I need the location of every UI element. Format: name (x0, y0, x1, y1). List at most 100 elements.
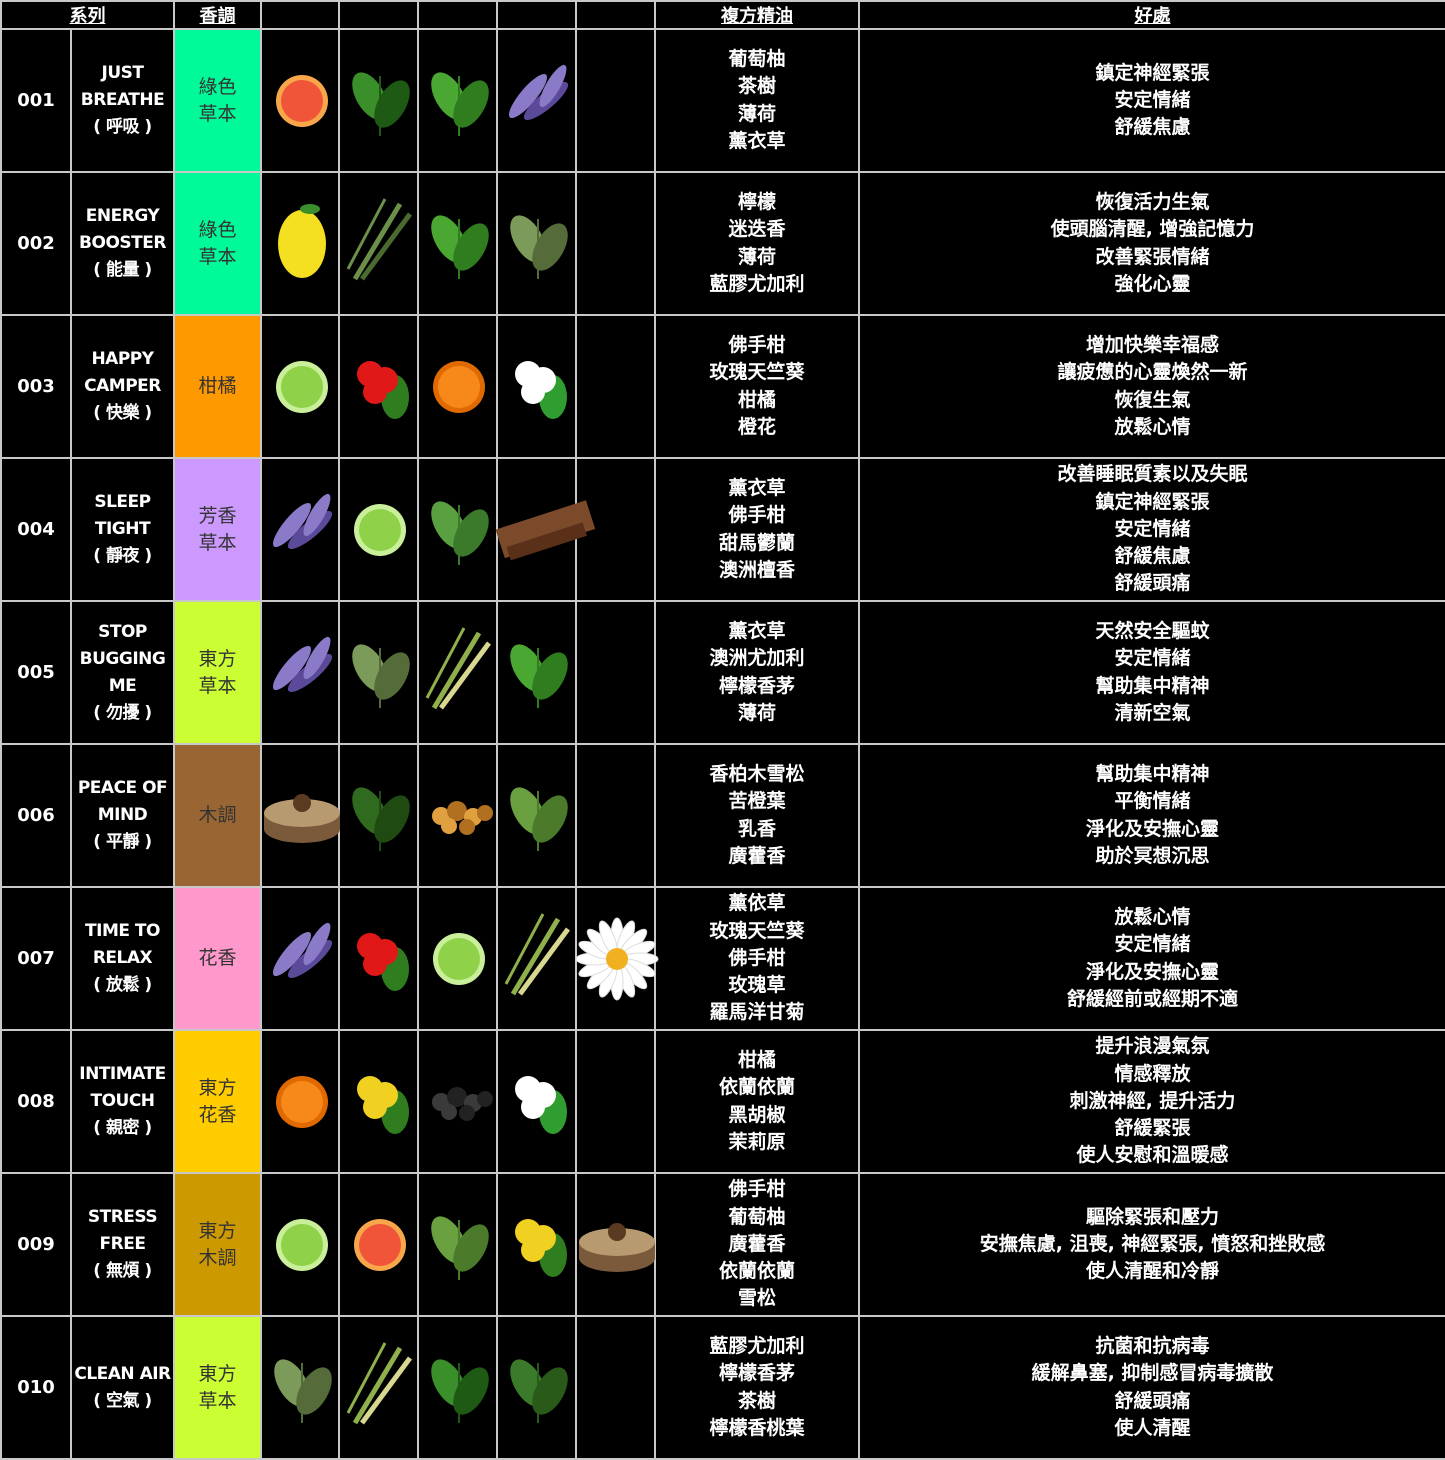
name-line: ( 勿擾 ) (93, 702, 152, 723)
benefits: 抗菌和抗病毒 緩解鼻塞, 抑制感冒病毒擴散 舒緩頭痛 使人清醒 (858, 1315, 1445, 1460)
benefits-line: 改善緊張情緒 (1095, 245, 1210, 268)
benefits-line: 舒緩焦慮 (1114, 116, 1191, 139)
benefits-line: 驅除緊張和壓力 (1085, 1205, 1219, 1228)
benefits-line: 鎮定神經緊張 (1095, 490, 1210, 513)
oils-line: 黑胡椒 (728, 1103, 786, 1126)
name-line: ( 能量 ) (93, 260, 152, 280)
benefits: 增加快樂幸福感 讓疲憊的心靈煥然一新 恢復生氣 放鬆心情 (858, 314, 1445, 459)
series-name: JUST BREATHE ( 呼吸 ) (70, 28, 175, 173)
ingredient-cell (575, 171, 656, 316)
oils-line: 澳洲尤加利 (709, 647, 805, 670)
note-line: 東方 (198, 1362, 237, 1385)
ingredient-cell (417, 1029, 498, 1174)
oils-line: 廣藿香 (728, 844, 786, 867)
series-number: 009 (0, 1172, 72, 1317)
benefits-line: 讓疲憊的心靈煥然一新 (1057, 361, 1248, 384)
oils-line: 廣藿香 (728, 1232, 786, 1255)
benefits-line: 安定情緒 (1114, 88, 1191, 111)
note-line: 木調 (198, 1246, 237, 1269)
ingredient-cell (495, 457, 596, 602)
benefits: 鎮定神經緊張 安定情緒 舒緩焦慮 (858, 28, 1445, 173)
oils-line: 澳洲檀香 (718, 558, 795, 581)
oils-line: 柑橘 (737, 1048, 776, 1071)
oils-line: 葡萄柚 (728, 1205, 786, 1228)
scent-note: 東方 草本 (173, 1315, 262, 1460)
frankincense-image (419, 771, 496, 861)
ingredient-cell (260, 1029, 340, 1174)
eucalyptus-image (498, 199, 575, 289)
oils-line: 佛手柑 (728, 333, 786, 356)
petitgrain-image (340, 771, 417, 861)
series-name: HAPPY CAMPER ( 快樂 ) (70, 314, 175, 459)
ingredient-cell (575, 600, 656, 745)
benefits-line: 情感釋放 (1114, 1062, 1191, 1085)
benefits-line: 恢復生氣 (1114, 388, 1191, 411)
lavender-image (262, 914, 338, 1004)
header-series: 系列 (0, 0, 175, 30)
grapefruit-image (340, 1200, 417, 1290)
note-line: 花香 (198, 1103, 237, 1126)
series-name: INTIMATE TOUCH ( 親密 ) (70, 1029, 175, 1174)
name-line: BUGGING (79, 648, 166, 669)
bergamot-image (262, 1200, 338, 1290)
benefits-line: 安撫焦慮, 沮喪, 神經緊張, 憤怒和挫敗感 (979, 1232, 1326, 1255)
name-line: RELAX (92, 948, 153, 968)
oils-line: 羅馬洋甘菊 (709, 1001, 805, 1024)
oils-line: 乳香 (737, 817, 776, 840)
lemongrass-image (340, 1341, 417, 1433)
benefits: 恢復活力生氣 使頭腦清醒, 增強記憶力 改善緊張情緒 強化心靈 (858, 171, 1445, 316)
bergamot-image (340, 485, 417, 575)
header-image-2 (338, 0, 419, 30)
blend-oils: 佛手柑 葡萄柚 廣藿香 依蘭依蘭 雪松 (654, 1172, 860, 1317)
series-number: 004 (0, 457, 72, 602)
ingredient-cell (260, 457, 340, 602)
name-line: BOOSTER (79, 233, 166, 253)
benefits-line: 恢復活力生氣 (1095, 190, 1210, 213)
oils-line: 雪松 (737, 1287, 776, 1310)
scent-note: 花香 (173, 886, 262, 1031)
ingredient-cell (417, 743, 498, 888)
benefits-line: 使頭腦清醒, 增強記憶力 (1050, 218, 1255, 241)
note-line: 綠色 (198, 75, 237, 98)
benefits-line: 幫助集中精神 (1095, 762, 1210, 785)
name-line: CLEAN AIR (74, 1363, 171, 1384)
series-name: PEACE OF MIND ( 平靜 ) (70, 743, 175, 888)
benefits-line: 放鬆心情 (1114, 905, 1191, 928)
series-name: TIME TO RELAX ( 放鬆 ) (70, 886, 175, 1031)
name-line: CAMPER (84, 376, 161, 396)
chamomile-image (575, 914, 659, 1004)
header-image-1 (260, 0, 340, 30)
ingredient-cell (260, 600, 340, 745)
series-number: 002 (0, 171, 72, 316)
ingredient-cell (575, 1315, 656, 1460)
eucalyptus-image (340, 628, 417, 718)
benefits-line: 安定情緒 (1114, 647, 1191, 670)
series-number: 006 (0, 743, 72, 888)
series-name: STRESS FREE ( 無煩 ) (70, 1172, 175, 1317)
ingredient-cell (338, 28, 419, 173)
oils-line: 玫瑰天竺葵 (709, 361, 805, 384)
name-line: FREE (99, 1234, 146, 1254)
oils-line: 薄荷 (737, 102, 776, 125)
header-image-3 (417, 0, 498, 30)
oils-line: 茶樹 (737, 1389, 776, 1412)
benefits-line: 改善睡眠質素以及失眠 (1057, 463, 1248, 486)
name-line: SLEEP (94, 492, 151, 512)
ingredient-cell (338, 743, 419, 888)
rosemary-image (340, 197, 417, 289)
name-line: ( 放鬆 ) (93, 975, 152, 995)
oils-line: 依蘭依蘭 (718, 1260, 795, 1283)
benefits-line: 舒緩經前或經期不適 (1066, 987, 1238, 1010)
note-line: 芳香 (198, 504, 237, 527)
oils-line: 迷迭香 (728, 218, 786, 241)
table-row: 009 STRESS FREE( 無煩 ) 東方 木調 佛手柑 葡萄柚 廣藿香 依蘭依蘭 雪松 驅除… (0, 1172, 1445, 1317)
blend-oils: 檸檬 迷迭香 薄荷 藍膠尤加利 (654, 171, 860, 316)
ingredient-cell (496, 1029, 577, 1174)
name-line: ( 呼吸 ) (93, 117, 152, 137)
blend-oils: 薰衣草 佛手柑 甜馬鬱蘭 澳洲檀香 (654, 457, 860, 602)
lemongrass-image (419, 626, 496, 718)
name-line: ( 平靜 ) (93, 832, 152, 852)
oils-line: 柑橘 (737, 388, 776, 411)
lavender-image (262, 628, 338, 718)
lavender-image (498, 56, 575, 146)
